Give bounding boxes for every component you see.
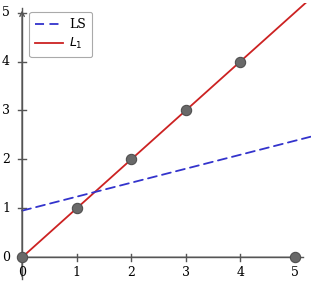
- Text: 5: 5: [2, 6, 10, 19]
- Text: 2: 2: [127, 266, 135, 279]
- Point: [292, 255, 297, 260]
- Point: [19, 255, 24, 260]
- Text: 1: 1: [2, 202, 10, 215]
- Text: 5: 5: [291, 266, 299, 279]
- Text: 4: 4: [2, 55, 10, 68]
- Point: [183, 108, 188, 113]
- Legend: LS, $L_1$: LS, $L_1$: [29, 12, 92, 57]
- Text: 2: 2: [2, 153, 10, 166]
- Text: 3: 3: [2, 104, 10, 117]
- Text: 4: 4: [236, 266, 244, 279]
- Point: [129, 157, 134, 162]
- Text: 0: 0: [2, 251, 10, 264]
- Point: [74, 206, 79, 211]
- Text: 0: 0: [18, 266, 26, 279]
- Point: [238, 59, 243, 64]
- Text: 1: 1: [73, 266, 81, 279]
- Text: 3: 3: [182, 266, 190, 279]
